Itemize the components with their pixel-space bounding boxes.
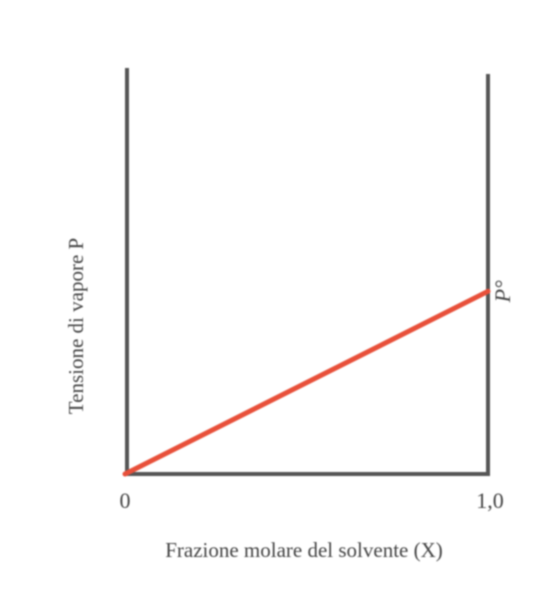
x-tick-label-0: 0 <box>120 488 131 513</box>
x-axis-label: Frazione molare del solvente (X) <box>165 538 443 562</box>
annotation-p0: P° <box>490 280 515 303</box>
series-line <box>122 288 491 477</box>
x-tick-label-1: 1,0 <box>476 488 504 513</box>
y-axis-label: Tensione di vapore P <box>64 238 88 414</box>
